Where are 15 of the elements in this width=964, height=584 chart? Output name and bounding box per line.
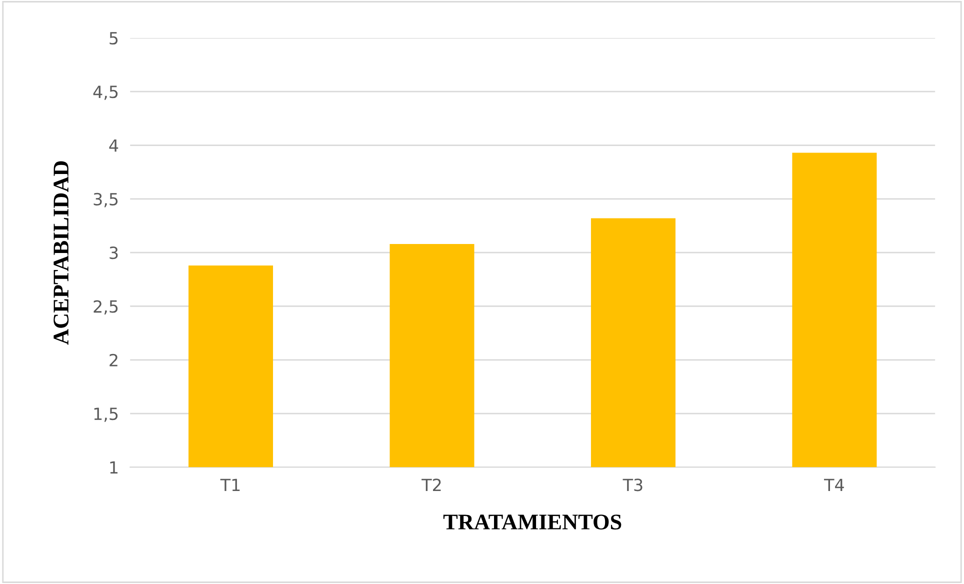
y-axis-title: ACEPTABILIDAD [54, 161, 69, 345]
y-tick-label: 4,5 [93, 86, 118, 100]
y-tick-label: 5 [110, 32, 118, 45]
y-tick-label: 4 [109, 139, 118, 152]
x-tick-label: T2 [422, 478, 441, 491]
x-tick-label: T3 [622, 478, 642, 492]
x-tick-label: T4 [824, 478, 844, 491]
x-tick-label: T1 [220, 478, 240, 491]
y-tick-label: 2,5 [94, 300, 118, 315]
y-tick-label: 3 [110, 246, 118, 260]
y-tick-label: 1 [110, 461, 118, 474]
x-axis-title: TRATAMIENTOS [443, 514, 622, 530]
y-tick-label: 3,5 [94, 192, 118, 208]
y-tick-label: 1,5 [94, 408, 118, 422]
y-tick-label: 2 [110, 354, 118, 366]
